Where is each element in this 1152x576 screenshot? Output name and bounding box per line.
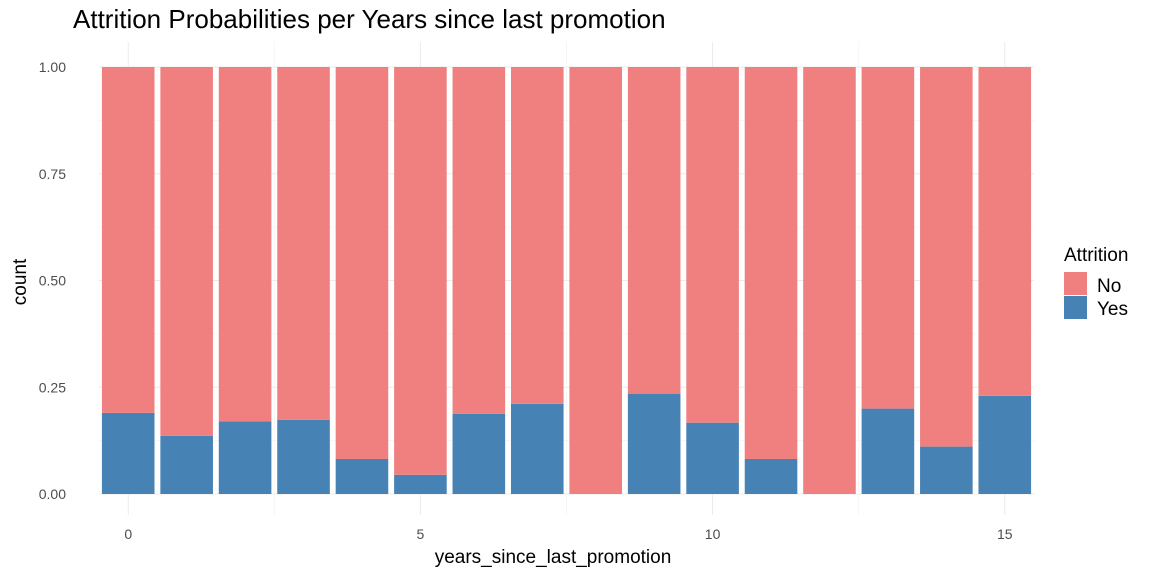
bar-no-7 <box>510 67 564 404</box>
bar-yes-5 <box>394 474 447 494</box>
bar-no-14 <box>920 67 973 447</box>
y-axis-ticks: 0.00 0.25 0.50 0.75 1.00 <box>39 59 66 502</box>
x-axis-title: years_since_last_promotion <box>435 547 672 568</box>
bar-no-1 <box>160 67 213 436</box>
legend-label-no: No <box>1097 276 1121 297</box>
bar-no-12 <box>803 67 856 494</box>
x-axis-ticks: 0 5 10 15 <box>124 526 1012 542</box>
bar-no-5 <box>394 67 447 475</box>
bar-yes-1 <box>160 435 213 494</box>
bar-no-2 <box>218 67 272 422</box>
bars <box>101 67 1032 494</box>
bar-yes-15 <box>978 395 1032 494</box>
legend: Attrition No Yes <box>1064 245 1128 320</box>
y-axis-title: count <box>10 258 31 305</box>
y-tick-label: 0.75 <box>39 166 66 182</box>
chart-title: Attrition Probabilities per Years since … <box>73 4 666 34</box>
bar-no-6 <box>452 67 506 414</box>
bar-yes-6 <box>452 413 506 494</box>
x-tick-label: 5 <box>417 526 425 542</box>
bar-no-13 <box>861 67 915 409</box>
x-tick-label: 0 <box>124 526 132 542</box>
bar-yes-14 <box>920 446 973 494</box>
bar-no-10 <box>686 67 739 423</box>
bar-no-9 <box>627 67 681 394</box>
bar-no-3 <box>277 67 330 420</box>
bar-yes-3 <box>277 419 330 494</box>
y-tick-label: 0.50 <box>39 273 66 289</box>
x-tick-label: 10 <box>705 526 721 542</box>
bar-yes-7 <box>510 403 564 494</box>
y-tick-label: 0.25 <box>39 379 66 395</box>
bar-no-4 <box>335 67 389 459</box>
legend-title: Attrition <box>1064 245 1128 266</box>
bar-yes-9 <box>627 393 681 494</box>
legend-swatch-yes <box>1064 296 1087 319</box>
bar-yes-4 <box>335 458 389 494</box>
y-tick-label: 0.00 <box>39 486 66 502</box>
bar-no-0 <box>101 67 155 413</box>
bar-yes-10 <box>686 422 739 494</box>
legend-label-yes: Yes <box>1097 299 1128 320</box>
legend-swatch-no <box>1064 272 1087 295</box>
y-tick-label: 1.00 <box>39 59 66 75</box>
bar-no-15 <box>978 67 1032 396</box>
bar-no-8 <box>569 67 623 494</box>
bar-yes-11 <box>744 458 798 494</box>
bar-yes-13 <box>861 408 915 494</box>
bar-no-11 <box>744 67 798 459</box>
x-tick-label: 15 <box>997 526 1013 542</box>
bar-yes-0 <box>101 412 155 494</box>
bar-yes-2 <box>218 421 272 494</box>
